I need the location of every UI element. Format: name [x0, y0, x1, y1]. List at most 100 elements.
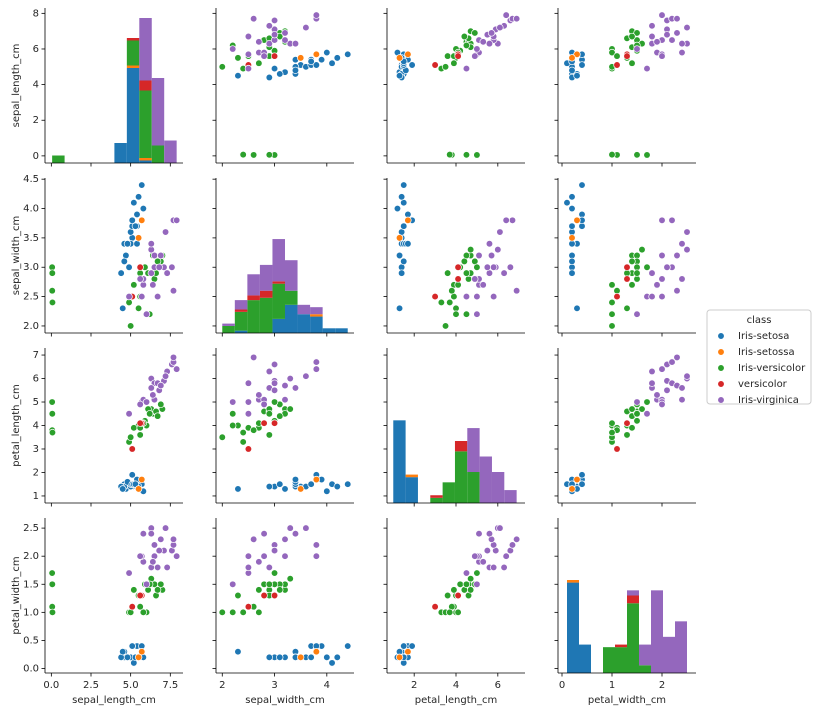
scatter-point — [307, 480, 315, 488]
scatter-point — [286, 405, 294, 413]
scatter-point — [249, 535, 258, 543]
scatter-point — [395, 234, 404, 242]
histogram-bar — [479, 456, 492, 503]
scatter-point — [479, 38, 487, 46]
scatter-point — [218, 63, 226, 71]
scatter-point — [446, 150, 454, 159]
scatter-point — [395, 304, 404, 312]
scatter-point — [456, 580, 464, 588]
scatter-point — [573, 72, 581, 80]
panel — [383, 178, 525, 337]
scatter-point — [153, 292, 162, 301]
scatter-point — [633, 398, 641, 406]
histogram-bar — [139, 90, 152, 158]
scatter-point — [260, 419, 268, 427]
scatter-point — [255, 558, 263, 566]
scatter-point — [244, 32, 253, 41]
scatter-point — [153, 412, 162, 420]
scatter-point — [48, 398, 56, 406]
scatter-point — [441, 63, 450, 71]
scatter-point — [128, 603, 136, 611]
scatter-point — [276, 586, 284, 594]
scatter-point — [146, 410, 154, 418]
scatter-point — [658, 216, 666, 224]
histogram-bar — [467, 428, 480, 472]
scatter-point — [286, 374, 294, 383]
scatter-point — [400, 181, 408, 189]
scatter-point — [150, 251, 159, 260]
scatter-point — [134, 653, 143, 661]
scatter-point — [48, 428, 57, 437]
scatter-point — [454, 608, 462, 616]
scatter-point — [466, 586, 475, 594]
scatter-point — [638, 405, 646, 413]
scatter-point — [578, 480, 586, 488]
x-tick-label: 4 — [324, 680, 330, 691]
scatter-point — [613, 445, 621, 453]
histogram-bar — [491, 472, 505, 503]
scatter-point — [119, 485, 127, 493]
scatter-point — [270, 64, 279, 73]
scatter-point — [281, 396, 289, 404]
scatter-point — [473, 45, 481, 53]
scatter-point — [512, 535, 521, 543]
histogram-bar — [234, 309, 248, 312]
scatter-point — [462, 310, 471, 318]
legend-label: Iris-setosa — [738, 331, 789, 342]
scatter-point — [395, 54, 404, 62]
scatter-point — [302, 524, 310, 532]
scatter-point — [462, 151, 471, 159]
y-tick-label: 8 — [33, 8, 39, 19]
panel: 0 2 4 6 8 sepal_length_cm — [11, 8, 183, 167]
scatter-point — [473, 151, 481, 159]
histogram-bar — [615, 647, 627, 673]
panel — [554, 8, 696, 167]
scatter-point — [678, 39, 686, 48]
scatter-point — [608, 48, 616, 57]
histogram-bar — [504, 490, 517, 503]
y-tick-label: 1.5 — [23, 579, 39, 590]
scatter-point — [658, 400, 666, 409]
scatter-point — [281, 552, 289, 560]
scatter-point — [573, 216, 581, 224]
y-tick-label: 2.0 — [23, 321, 39, 332]
scatter-point — [471, 52, 479, 60]
scatter-point — [134, 304, 143, 312]
scatter-point — [302, 372, 310, 380]
scatter-point — [395, 251, 404, 260]
scatter-point — [578, 61, 586, 69]
x-tick-label: 5.0 — [123, 680, 139, 691]
histogram-bar — [651, 590, 663, 673]
y-tick-label: 1 — [33, 491, 39, 502]
scatter-point — [628, 281, 636, 289]
scatter-point — [462, 580, 471, 588]
scatter-point — [578, 181, 586, 189]
scatter-point — [668, 216, 676, 224]
scatter-point — [613, 292, 621, 301]
scatter-point — [265, 22, 273, 30]
histogram-bar — [430, 497, 443, 503]
scatter-point — [683, 372, 691, 380]
panel — [554, 348, 696, 507]
scatter-point — [628, 257, 636, 266]
scatter-point — [333, 653, 341, 661]
scatter-point — [260, 400, 268, 409]
scatter-point — [466, 575, 475, 583]
histogram-bar — [639, 665, 651, 673]
x-tick-label: 6 — [495, 680, 501, 691]
scatter-point — [608, 150, 616, 159]
legend-marker — [717, 348, 725, 356]
scatter-point — [568, 204, 576, 213]
scatter-point — [643, 398, 651, 406]
scatter-point — [125, 569, 133, 577]
scatter-point — [502, 552, 510, 560]
y-tick-label: 4 — [33, 421, 39, 432]
scatter-point — [462, 64, 471, 73]
histogram-bar — [615, 644, 627, 648]
scatter-point — [568, 54, 576, 62]
histogram-bar — [454, 451, 468, 503]
panel: 0.0 0.5 1.0 1.5 2.0 2.5 0.0 2.5 5.0 7.5 petal_widt… — [11, 518, 183, 706]
scatter-point — [658, 292, 666, 301]
scatter-point — [678, 275, 686, 283]
scatter-point — [244, 64, 253, 73]
